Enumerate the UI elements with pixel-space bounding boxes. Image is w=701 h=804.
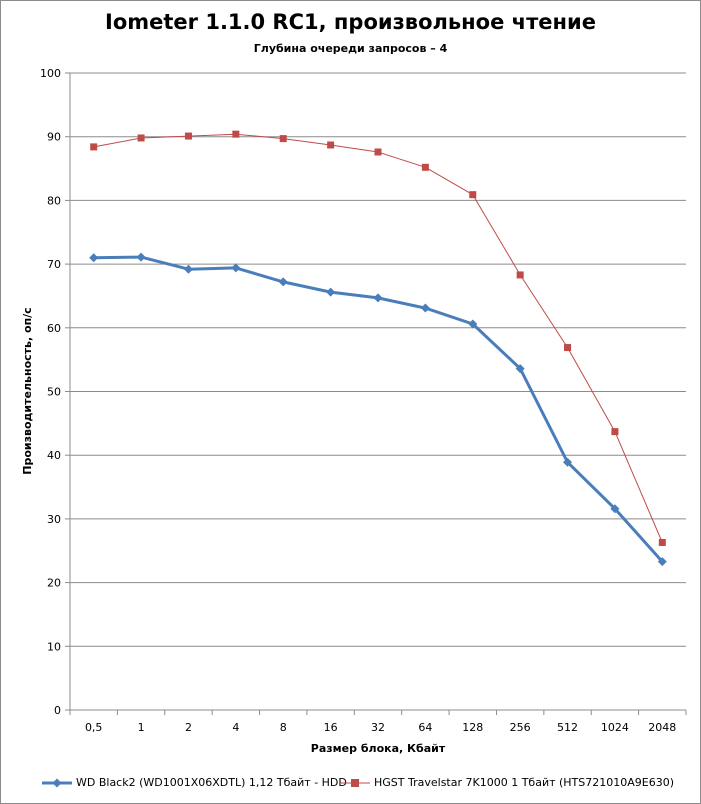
x-tick-label: 2048 <box>648 721 676 734</box>
data-point <box>232 130 240 138</box>
legend-label-series-1: WD Black2 (WD1001X06XDTL) 1,12 Тбайт - H… <box>76 776 347 789</box>
x-tick-label: 32 <box>371 721 385 734</box>
data-point <box>515 364 525 374</box>
y-tick-label: 90 <box>47 131 61 144</box>
x-tick-label: 512 <box>557 721 578 734</box>
x-tick-label: 16 <box>324 721 338 734</box>
data-point <box>564 344 572 352</box>
y-tick-label: 60 <box>47 322 61 335</box>
data-point <box>279 135 287 143</box>
series-line <box>93 133 663 543</box>
data-point <box>610 504 620 514</box>
legend-key-square <box>340 777 370 789</box>
x-tick-label: 1024 <box>601 721 629 734</box>
x-axis-label: Размер блока, Кбайт <box>311 742 446 755</box>
legend-label-series-2: HGST Travelstar 7K1000 1 Тбайт (HTS72101… <box>374 776 675 789</box>
data-point <box>137 134 145 142</box>
y-tick-label: 10 <box>47 640 61 653</box>
data-point <box>468 319 478 329</box>
x-tick-label: 4 <box>232 721 239 734</box>
chart-subtitle: Глубина очереди запросов – 4 <box>253 42 448 55</box>
series-2 <box>90 130 666 546</box>
legend-item-series-1: WD Black2 (WD1001X06XDTL) 1,12 Тбайт - H… <box>42 776 347 789</box>
data-point <box>374 148 382 156</box>
y-tick-label: 70 <box>47 258 61 271</box>
data-point <box>563 457 573 467</box>
x-tick-label: 0,5 <box>85 721 103 734</box>
data-point <box>184 132 192 140</box>
data-point <box>183 264 193 274</box>
data-point <box>136 252 146 262</box>
y-tick-label: 80 <box>47 194 61 207</box>
x-tick-label: 64 <box>418 721 432 734</box>
data-point <box>469 191 477 199</box>
legend-item-series-2: HGST Travelstar 7K1000 1 Тбайт (HTS72101… <box>340 776 674 789</box>
y-tick-label: 40 <box>47 449 61 462</box>
data-point <box>658 538 666 546</box>
data-point <box>326 287 336 297</box>
data-point <box>89 253 99 263</box>
y-tick-label: 100 <box>40 67 61 80</box>
axes <box>65 72 687 715</box>
chart-title: Iometer 1.1.0 RC1, произвольное чтение <box>105 10 596 34</box>
data-point <box>90 143 98 151</box>
series-1 <box>89 252 667 567</box>
series-line <box>93 255 664 563</box>
y-tick-label: 0 <box>54 704 61 717</box>
legend-key-diamond <box>42 777 72 789</box>
series-group <box>89 130 667 567</box>
data-point <box>516 271 524 279</box>
y-tick-label: 20 <box>47 577 61 590</box>
data-point <box>373 293 383 303</box>
data-point <box>657 557 667 567</box>
data-point <box>420 303 430 313</box>
y-tick-label: 50 <box>47 386 61 399</box>
data-point <box>231 263 241 273</box>
x-tick-label: 2 <box>185 721 192 734</box>
data-point <box>327 141 335 149</box>
x-tick-label: 256 <box>510 721 531 734</box>
y-axis-label: Производительность, оп/с <box>21 307 34 474</box>
data-point <box>611 428 619 436</box>
y-tick-label: 30 <box>47 513 61 526</box>
data-point <box>278 277 288 287</box>
x-tick-label: 1 <box>138 721 145 734</box>
x-tick-labels: 0,5 1 2 4 8 16 32 64 128 256 512 1024 2048 <box>85 721 676 734</box>
data-point <box>421 163 429 171</box>
gridlines <box>70 72 686 647</box>
x-tick-label: 128 <box>462 721 483 734</box>
y-tick-labels: 0 10 20 30 40 50 60 70 80 90 100 <box>40 67 61 717</box>
x-tick-label: 8 <box>280 721 287 734</box>
legend: WD Black2 (WD1001X06XDTL) 1,12 Тбайт - H… <box>0 776 701 796</box>
